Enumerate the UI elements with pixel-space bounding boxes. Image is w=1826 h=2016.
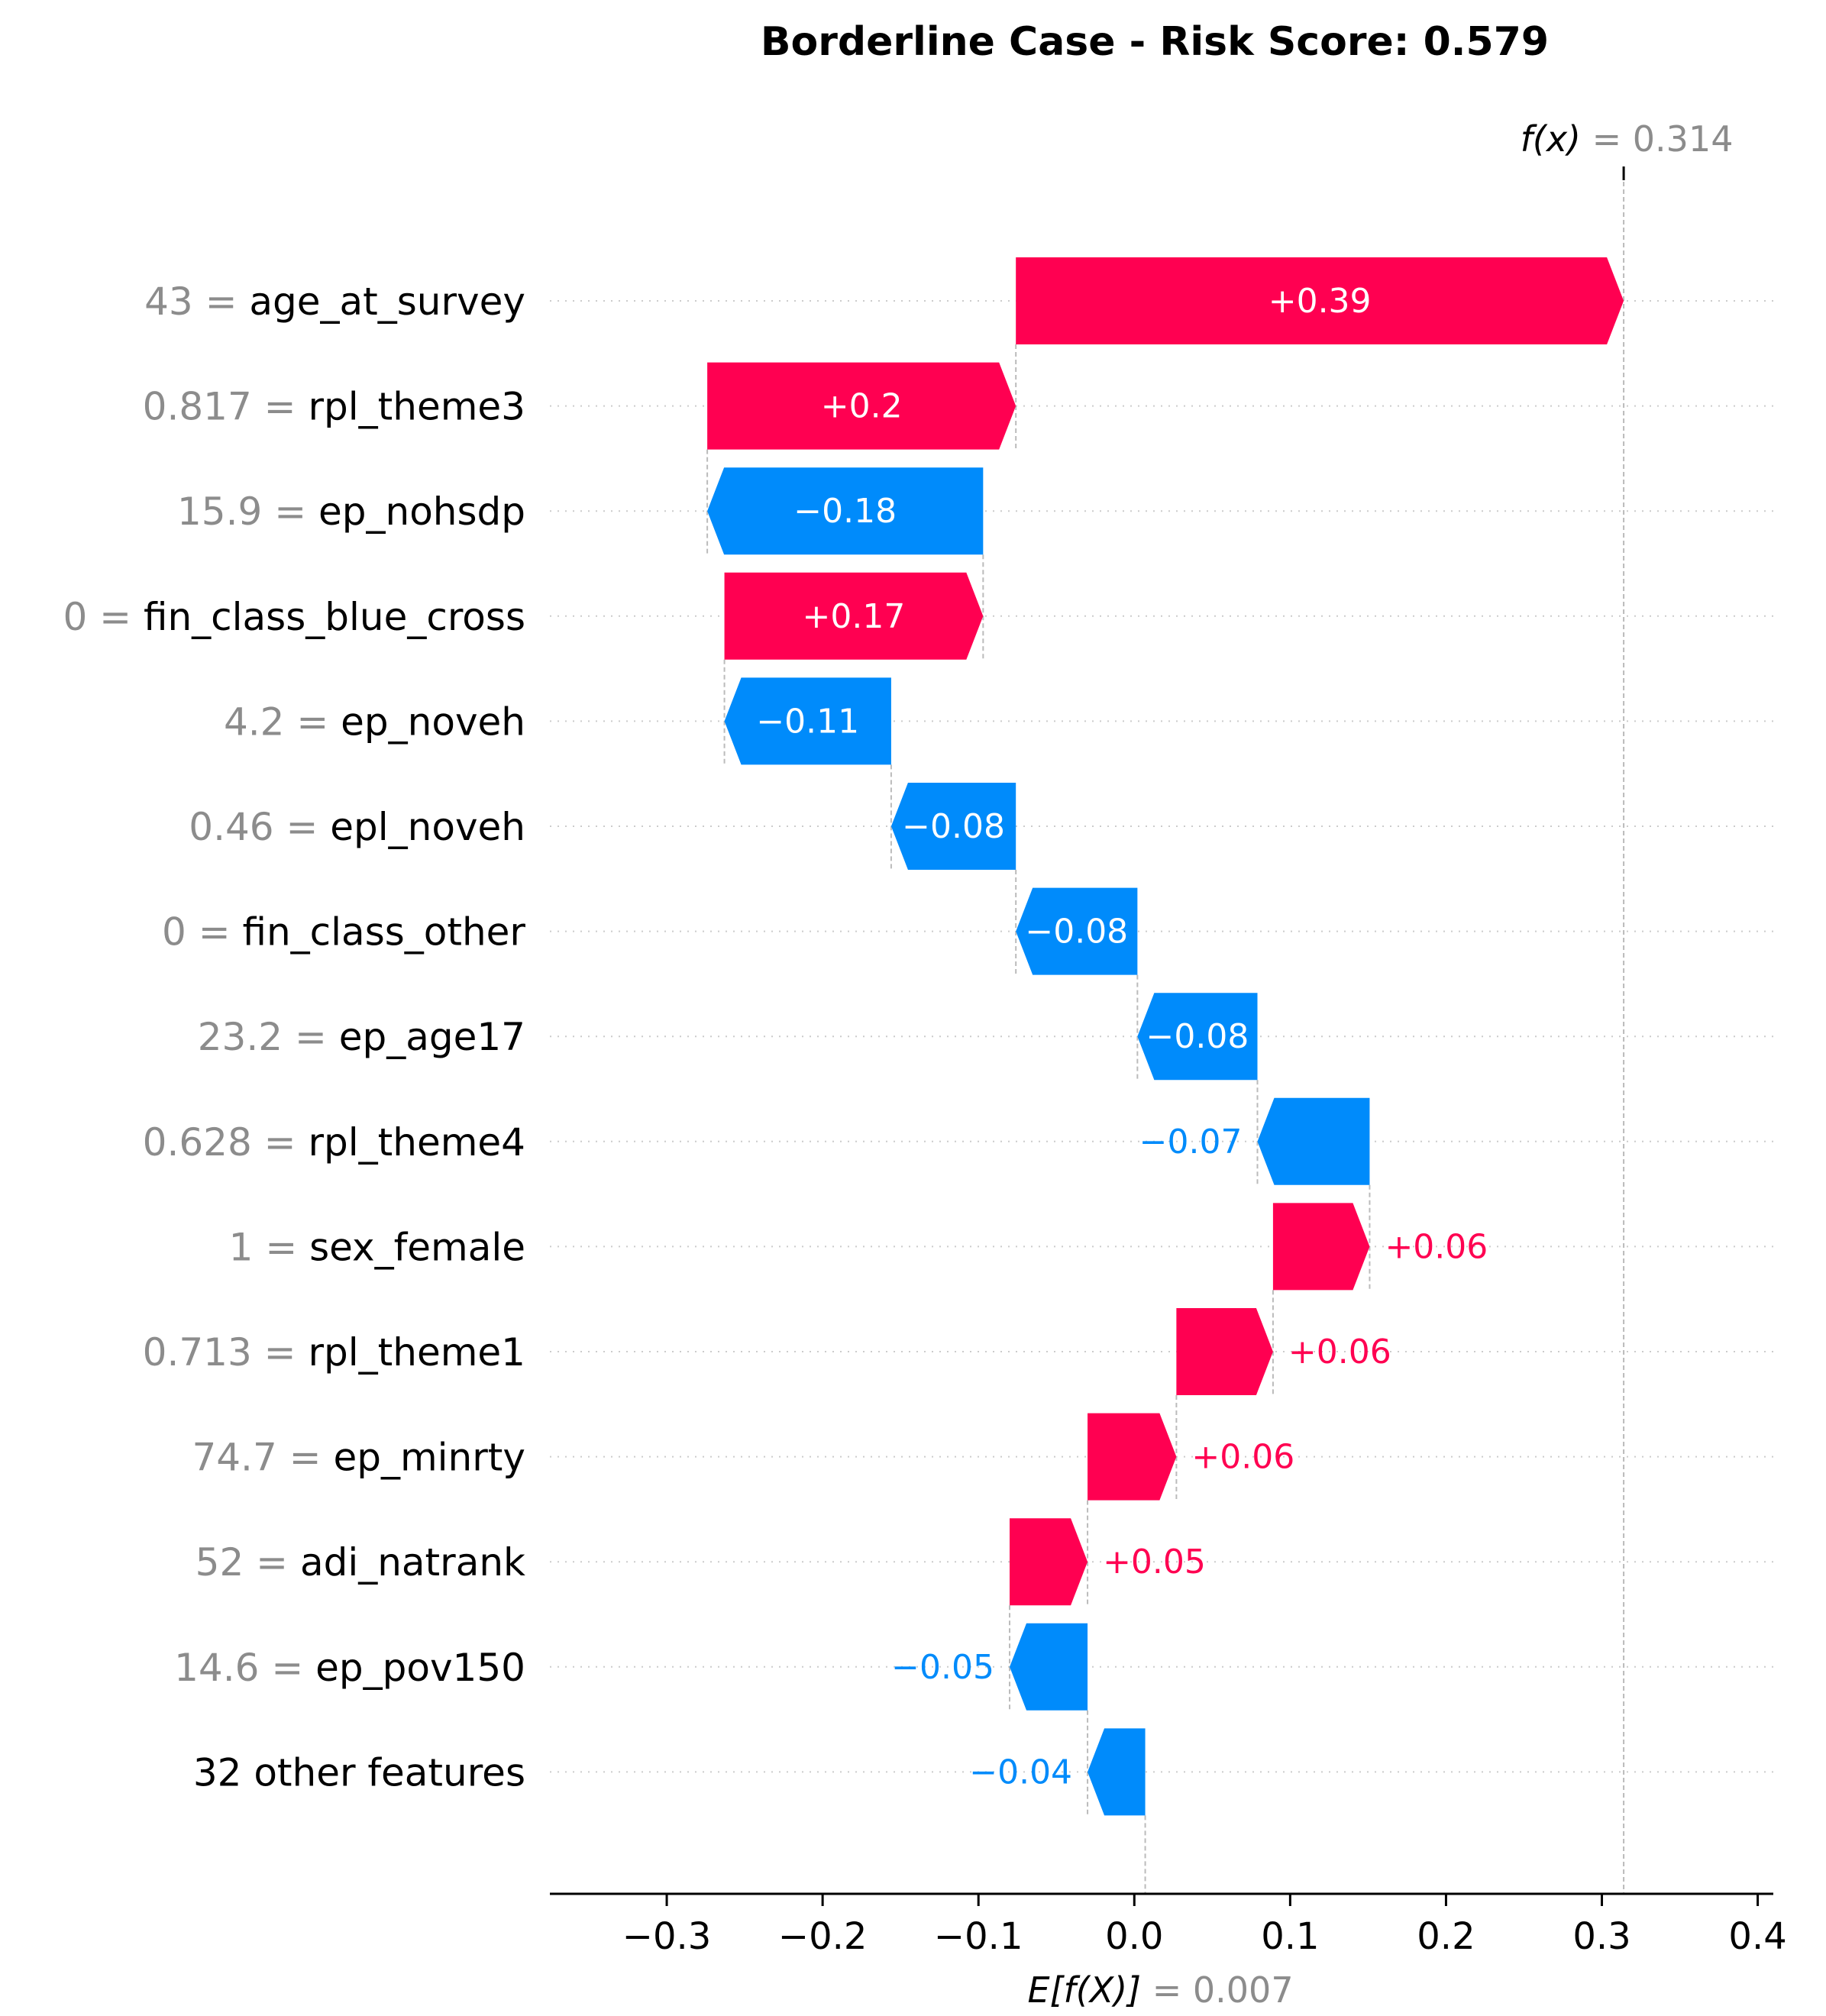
feature-value: 74.7 = xyxy=(192,1436,333,1480)
label-layer: 43 = age_at_survey 0.817 = rpl_theme3 15.9… xyxy=(63,118,1733,2011)
x-tick-label: −0.3 xyxy=(622,1915,712,1958)
x-tick-label: −0.2 xyxy=(778,1915,868,1958)
feature-value: 0 = xyxy=(63,595,144,639)
feature-name: ep_nohsdp xyxy=(318,489,525,534)
bar-value-label: +0.06 xyxy=(1191,1438,1294,1477)
feature-value: 4.2 = xyxy=(224,699,341,744)
feature-label: 0.628 = rpl_theme4 xyxy=(143,1120,525,1165)
bar-value-label: +0.05 xyxy=(1103,1543,1206,1581)
bar-value-label: +0.06 xyxy=(1288,1333,1391,1371)
feature-name: sex_female xyxy=(309,1225,525,1269)
feature-value: 0 = xyxy=(162,910,243,955)
waterfall-bar xyxy=(890,783,1016,870)
waterfall-bar xyxy=(1010,1623,1088,1711)
waterfall-bar xyxy=(1016,887,1138,975)
feature-name: fin_class_blue_cross xyxy=(144,595,525,639)
waterfall-bar xyxy=(1010,1518,1088,1606)
waterfall-bar xyxy=(724,572,984,660)
feature-name: adi_natrank xyxy=(300,1540,525,1585)
feature-name: age_at_survey xyxy=(249,279,525,324)
feature-label: 0 = fin_class_blue_cross xyxy=(63,595,525,639)
bar-value-label: −0.05 xyxy=(891,1648,994,1687)
bar-value-label: +0.17 xyxy=(803,597,906,636)
x-tick-label: 0.1 xyxy=(1261,1915,1319,1958)
feature-label: 15.9 = ep_nohsdp xyxy=(177,489,525,534)
waterfall-bar xyxy=(1088,1413,1177,1501)
feature-label: 74.7 = ep_minrty xyxy=(192,1436,525,1480)
output-value-label: f(x) = 0.314 xyxy=(1521,118,1734,160)
waterfall-bar xyxy=(1016,257,1624,344)
feature-label: 14.6 = ep_pov150 xyxy=(174,1646,525,1690)
x-axis: −0.3 −0.2 −0.1 0.0 0.1 0.2 0.3 0.4 xyxy=(550,1892,1787,1958)
bar-value-label: −0.04 xyxy=(969,1753,1072,1791)
feature-label: 23.2 = ep_age17 xyxy=(198,1015,525,1059)
x-tick-label: 0.4 xyxy=(1728,1915,1786,1958)
feature-value: 0.713 = xyxy=(143,1330,309,1375)
bar-layer xyxy=(707,257,1624,1816)
feature-name: ep_noveh xyxy=(341,699,525,744)
x-tick-label: 0.3 xyxy=(1572,1915,1630,1958)
waterfall-bar xyxy=(1257,1097,1370,1185)
feature-value: 43 = xyxy=(144,279,249,324)
feature-value: 0.628 = xyxy=(143,1120,309,1165)
bar-value-label: −0.08 xyxy=(902,807,1005,846)
feature-label: 1 = sex_female xyxy=(229,1225,525,1269)
feature-value: 14.6 = xyxy=(174,1646,315,1690)
feature-value: 1 = xyxy=(229,1225,310,1269)
feature-value: 0.817 = xyxy=(143,385,309,429)
feature-label: 0.46 = epl_noveh xyxy=(189,805,525,849)
guide-layer xyxy=(706,166,1625,1894)
feature-label: 0.817 = rpl_theme3 xyxy=(143,385,525,429)
waterfall-bar xyxy=(1088,1728,1146,1816)
feature-label: 43 = age_at_survey xyxy=(144,279,525,324)
feature-name: ep_age17 xyxy=(339,1015,525,1059)
feature-name: ep_pov150 xyxy=(315,1646,525,1690)
waterfall-bar xyxy=(707,362,1016,450)
feature-value: 15.9 = xyxy=(177,489,318,534)
feature-name: rpl_theme4 xyxy=(308,1120,525,1165)
bar-value-label: −0.18 xyxy=(793,492,897,531)
base-value-label: E[f(X)] = 0.007 xyxy=(1028,1969,1294,2011)
bar-value-label: −0.08 xyxy=(1025,913,1128,951)
waterfall-bar xyxy=(1137,993,1258,1081)
feature-name: 32 other features xyxy=(193,1750,525,1795)
bar-value-label: +0.39 xyxy=(1269,282,1372,321)
feature-name: rpl_theme3 xyxy=(308,385,525,429)
bar-value-label: +0.2 xyxy=(821,387,903,426)
feature-label: 4.2 = ep_noveh xyxy=(224,699,525,744)
waterfall-bar xyxy=(724,677,891,765)
feature-label: 52 = adi_natrank xyxy=(196,1540,525,1585)
waterfall-bar xyxy=(1272,1203,1370,1291)
feature-label: 0.713 = rpl_theme1 xyxy=(143,1330,525,1375)
feature-name: rpl_theme1 xyxy=(308,1330,525,1375)
feature-label: 0 = fin_class_other xyxy=(162,910,525,955)
feature-value: 23.2 = xyxy=(198,1015,339,1059)
feature-label: 32 other features xyxy=(193,1750,525,1795)
feature-name: epl_noveh xyxy=(330,805,525,849)
bar-value-label: +0.06 xyxy=(1385,1227,1488,1266)
feature-name: fin_class_other xyxy=(242,910,525,955)
waterfall-bar xyxy=(1176,1308,1273,1395)
bar-value-label: −0.11 xyxy=(756,702,859,741)
chart-title: Borderline Case - Risk Score: 0.579 xyxy=(761,19,1549,65)
x-tick-label: 0.2 xyxy=(1417,1915,1475,1958)
bar-value-label: −0.07 xyxy=(1139,1123,1243,1161)
feature-value: 0.46 = xyxy=(189,805,330,849)
bar-value-label: −0.08 xyxy=(1146,1017,1249,1056)
feature-name: ep_minrty xyxy=(333,1436,525,1480)
waterfall-bar xyxy=(707,467,984,555)
x-tick-label: 0.0 xyxy=(1105,1915,1163,1958)
feature-value: 52 = xyxy=(196,1540,300,1585)
x-tick-label: −0.1 xyxy=(934,1915,1023,1958)
